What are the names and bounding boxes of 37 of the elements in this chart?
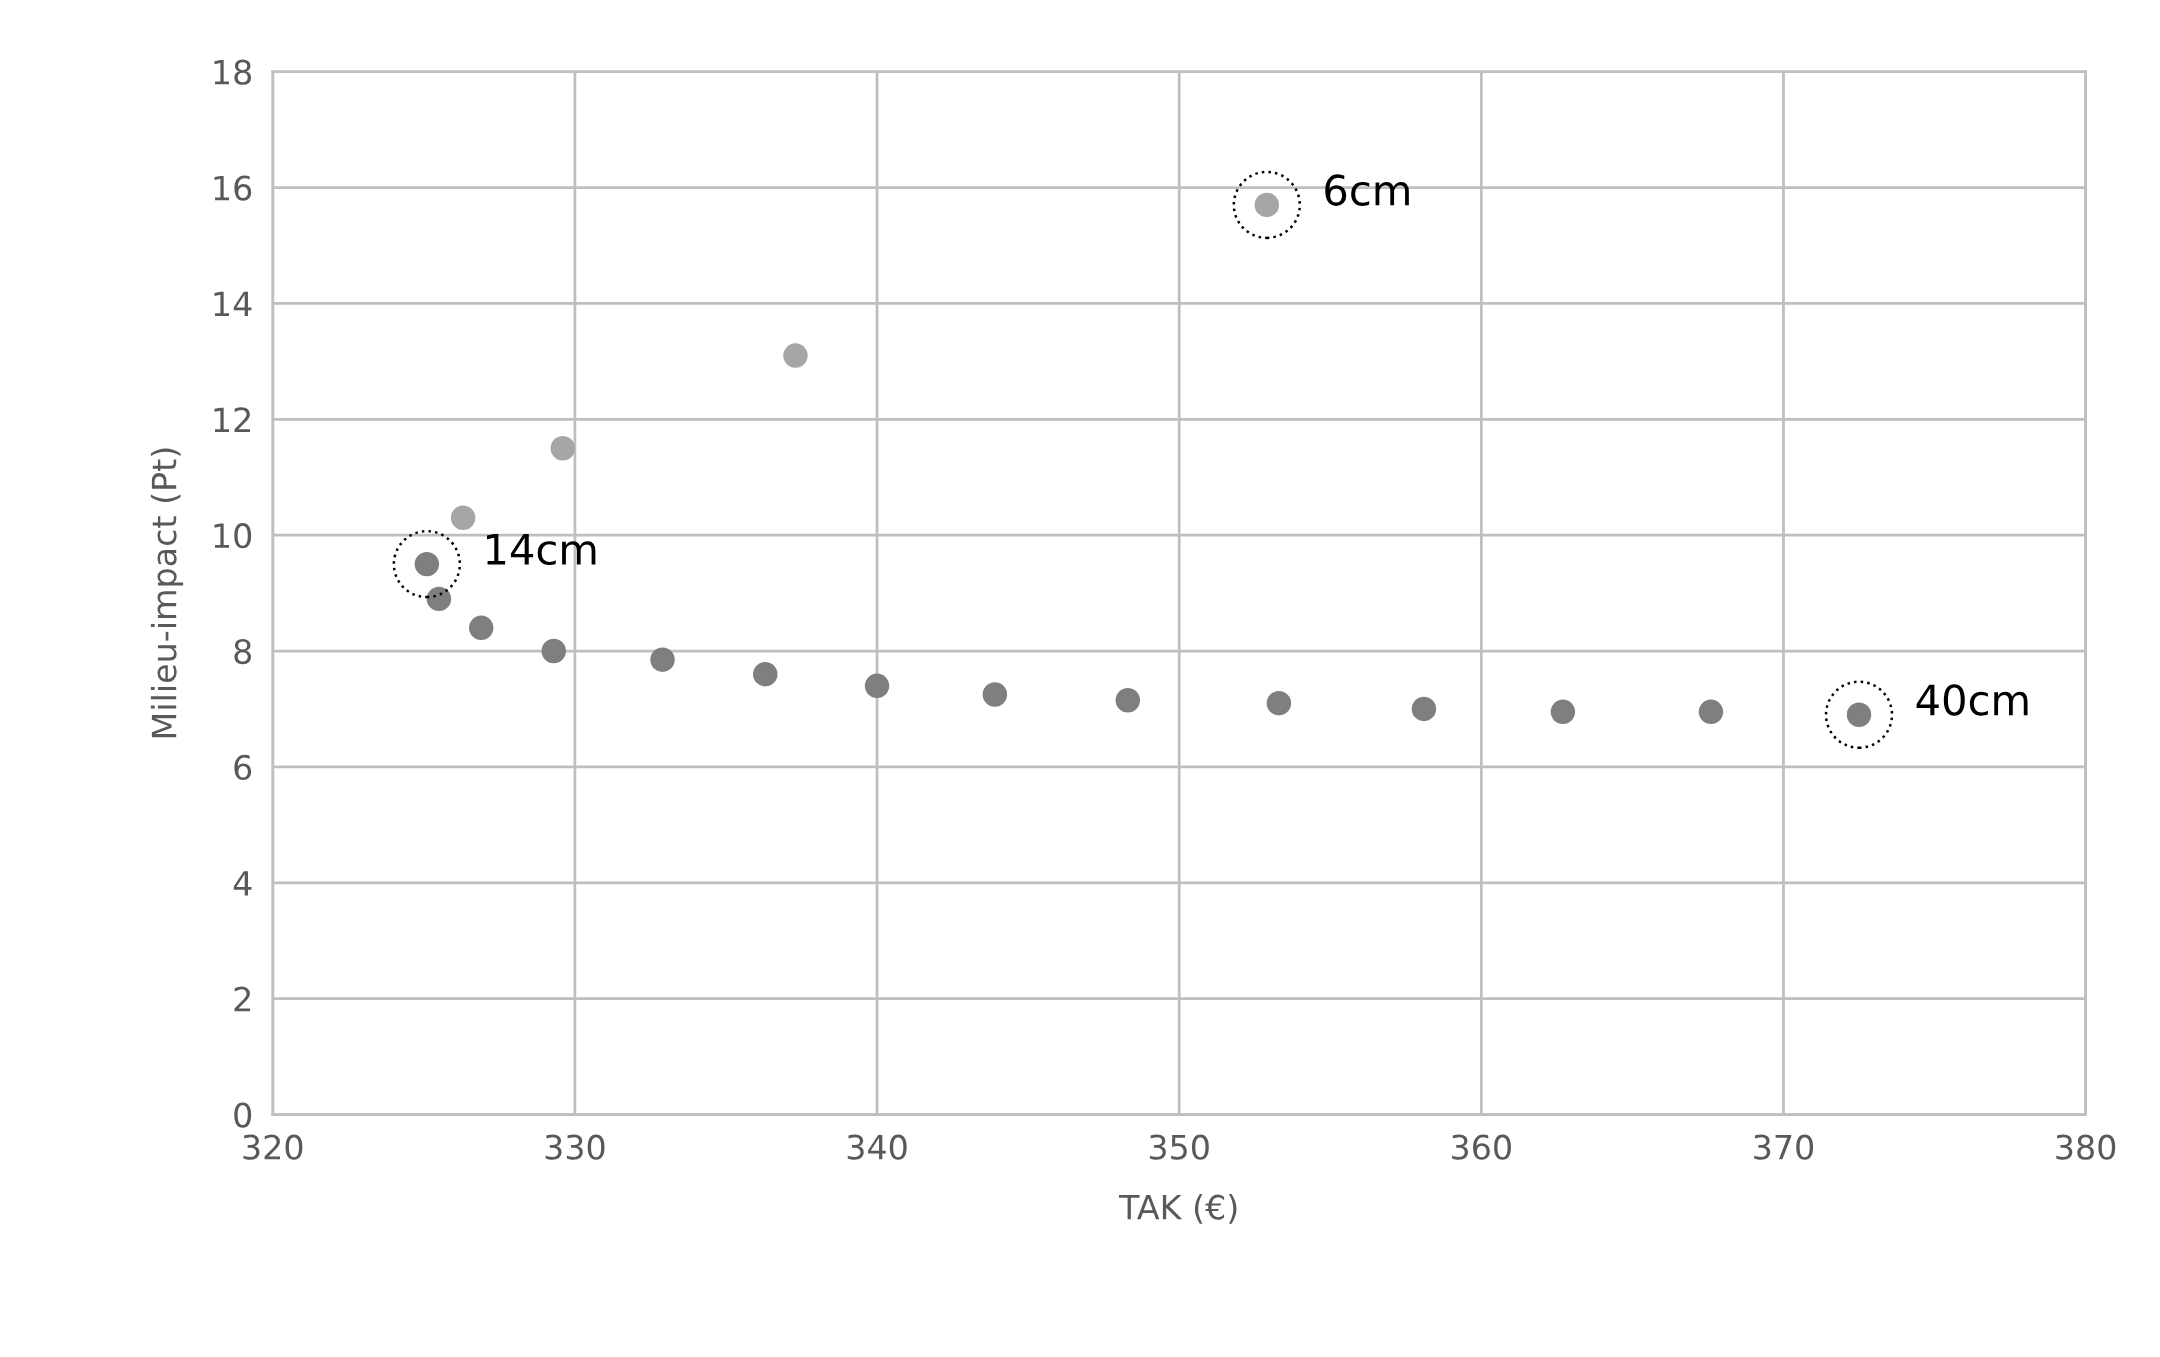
point	[541, 638, 566, 664]
x-tick-label: 360	[1452, 1134, 1511, 1160]
x-axis-title: TAK (€)	[1118, 1194, 1237, 1224]
point	[1550, 699, 1576, 725]
y-tick-label: 16	[214, 175, 252, 201]
y-tick-label: 8	[234, 638, 252, 665]
point	[1698, 699, 1724, 725]
y-tick-label: 12	[214, 407, 250, 432]
y-tick-label: 18	[214, 59, 252, 85]
point	[650, 647, 675, 672]
y-axis-title: Milieu-impact (Pt)	[150, 448, 184, 738]
y-tick-label: 10	[214, 523, 252, 549]
x-tick-label: 330	[545, 1134, 605, 1160]
y-tick-label: 0	[234, 1102, 252, 1128]
point	[1115, 688, 1141, 713]
point	[426, 586, 452, 612]
point	[1266, 690, 1292, 716]
x-tick-label: 350	[1149, 1134, 1209, 1160]
point	[550, 436, 576, 461]
y-tick-label: 4	[233, 871, 252, 896]
point	[469, 615, 494, 641]
point	[783, 343, 808, 368]
y-tick-label: 2	[234, 986, 250, 1012]
annotation: 40cm	[1916, 684, 2028, 716]
point	[1411, 696, 1437, 722]
x-tick-label: 340	[847, 1134, 907, 1160]
y-tick-label: 14	[214, 291, 252, 317]
x-tick-label: 380	[2056, 1134, 2116, 1160]
annotation: 6cm	[1325, 174, 1409, 206]
x-tick-label: 370	[1754, 1134, 1814, 1160]
point	[450, 505, 476, 530]
point	[753, 661, 778, 687]
x-tick-label: 320	[243, 1134, 303, 1160]
point	[864, 673, 890, 699]
point	[982, 682, 1008, 707]
y-tick-label: 6	[234, 754, 252, 781]
annotation: 14cm	[486, 534, 596, 566]
